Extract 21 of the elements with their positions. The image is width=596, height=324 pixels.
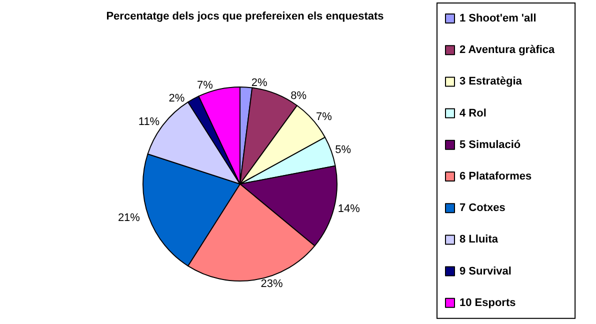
legend-label: 4 Rol xyxy=(460,107,486,120)
data-label: 5% xyxy=(335,144,352,156)
legend-label: 2 Aventura gràfica xyxy=(460,44,556,56)
legend-label: 9 Survival xyxy=(460,265,512,278)
data-label: 7% xyxy=(316,111,332,124)
legend-label: 6 Plataformes xyxy=(460,170,532,182)
data-label: 14% xyxy=(338,203,360,216)
data-label: 23% xyxy=(260,278,284,290)
data-label: 2% xyxy=(251,77,268,90)
legend-label: 8 Lluita xyxy=(460,234,499,246)
data-label: 8% xyxy=(290,90,307,102)
data-label: 2% xyxy=(168,92,185,104)
data-label: 11% xyxy=(138,116,160,128)
legend-label: 3 Estratègia xyxy=(460,76,523,88)
text: Percentatge dels jocs que prefereixen els enquestats xyxy=(106,10,384,22)
legend-label: 10 Esports xyxy=(460,296,516,309)
legend-label: 7 Cotxes xyxy=(460,202,506,214)
data-label: 21% xyxy=(118,212,140,224)
legend-label: 5 Simulació xyxy=(460,138,521,151)
data-label: 7% xyxy=(197,79,214,92)
legend-label: 1 Shoot'em 'all xyxy=(460,12,536,24)
